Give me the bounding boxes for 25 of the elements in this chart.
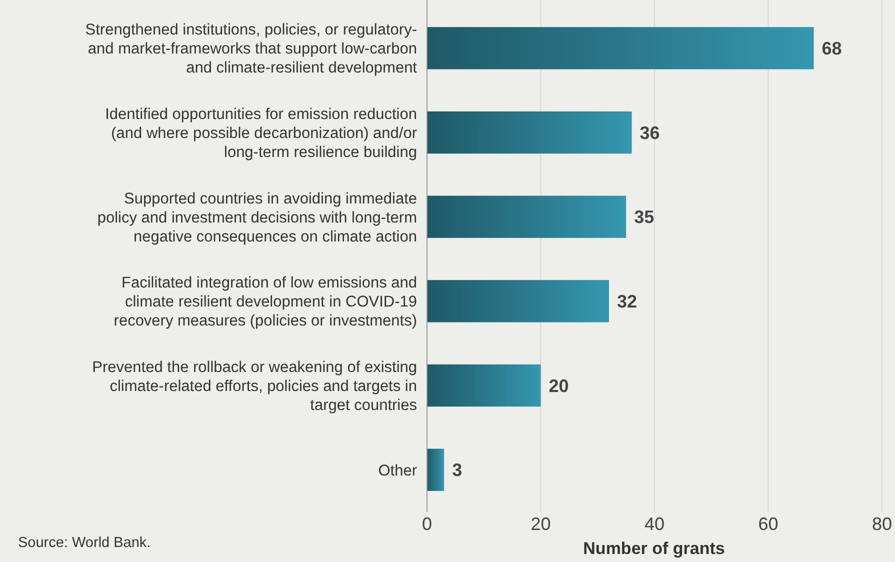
data-label: 32 [617,291,638,312]
data-label: 20 [548,376,569,396]
data-label: 68 [822,38,842,58]
x-tick-label: 0 [422,514,432,534]
y-tick-label: Strengthened institutions, policies, or regulatory- and market-frameworks that support low-carbon and climate-resilient development [85,22,418,77]
y-tick-label: Other [378,462,417,480]
bar [427,27,814,70]
y-tick-label: Supported countries in avoiding immediate policy and investment decisions with long-term negative consequences on climate action [97,190,417,246]
data-label: 3 [452,460,462,480]
bar [427,111,632,154]
bar [427,448,444,491]
y-tick-label: Facilitated integration of low emissions and climate resilient development in COVID-19 recovery measures (policies or investments) [114,274,417,330]
bar [427,196,626,238]
data-label: 35 [634,207,654,228]
x-tick-label: 40 [644,514,665,534]
x-tick-label: 60 [758,514,778,534]
x-tick-label: 80 [872,514,892,534]
source-note: Source: World Bank. [18,535,151,551]
y-tick-label: Identified opportunities for emission reduction (and where possible decarbonization) and/or long-term resilience building [105,106,417,161]
x-axis-title: Number of grants [583,539,725,558]
bar [427,280,609,322]
x-tick-label: 20 [530,514,551,534]
bar [427,364,541,407]
y-tick-label: Prevented the rollback or weakening of existing climate-related efforts, policies and targets in target countries [92,358,418,414]
data-label: 36 [640,122,660,143]
